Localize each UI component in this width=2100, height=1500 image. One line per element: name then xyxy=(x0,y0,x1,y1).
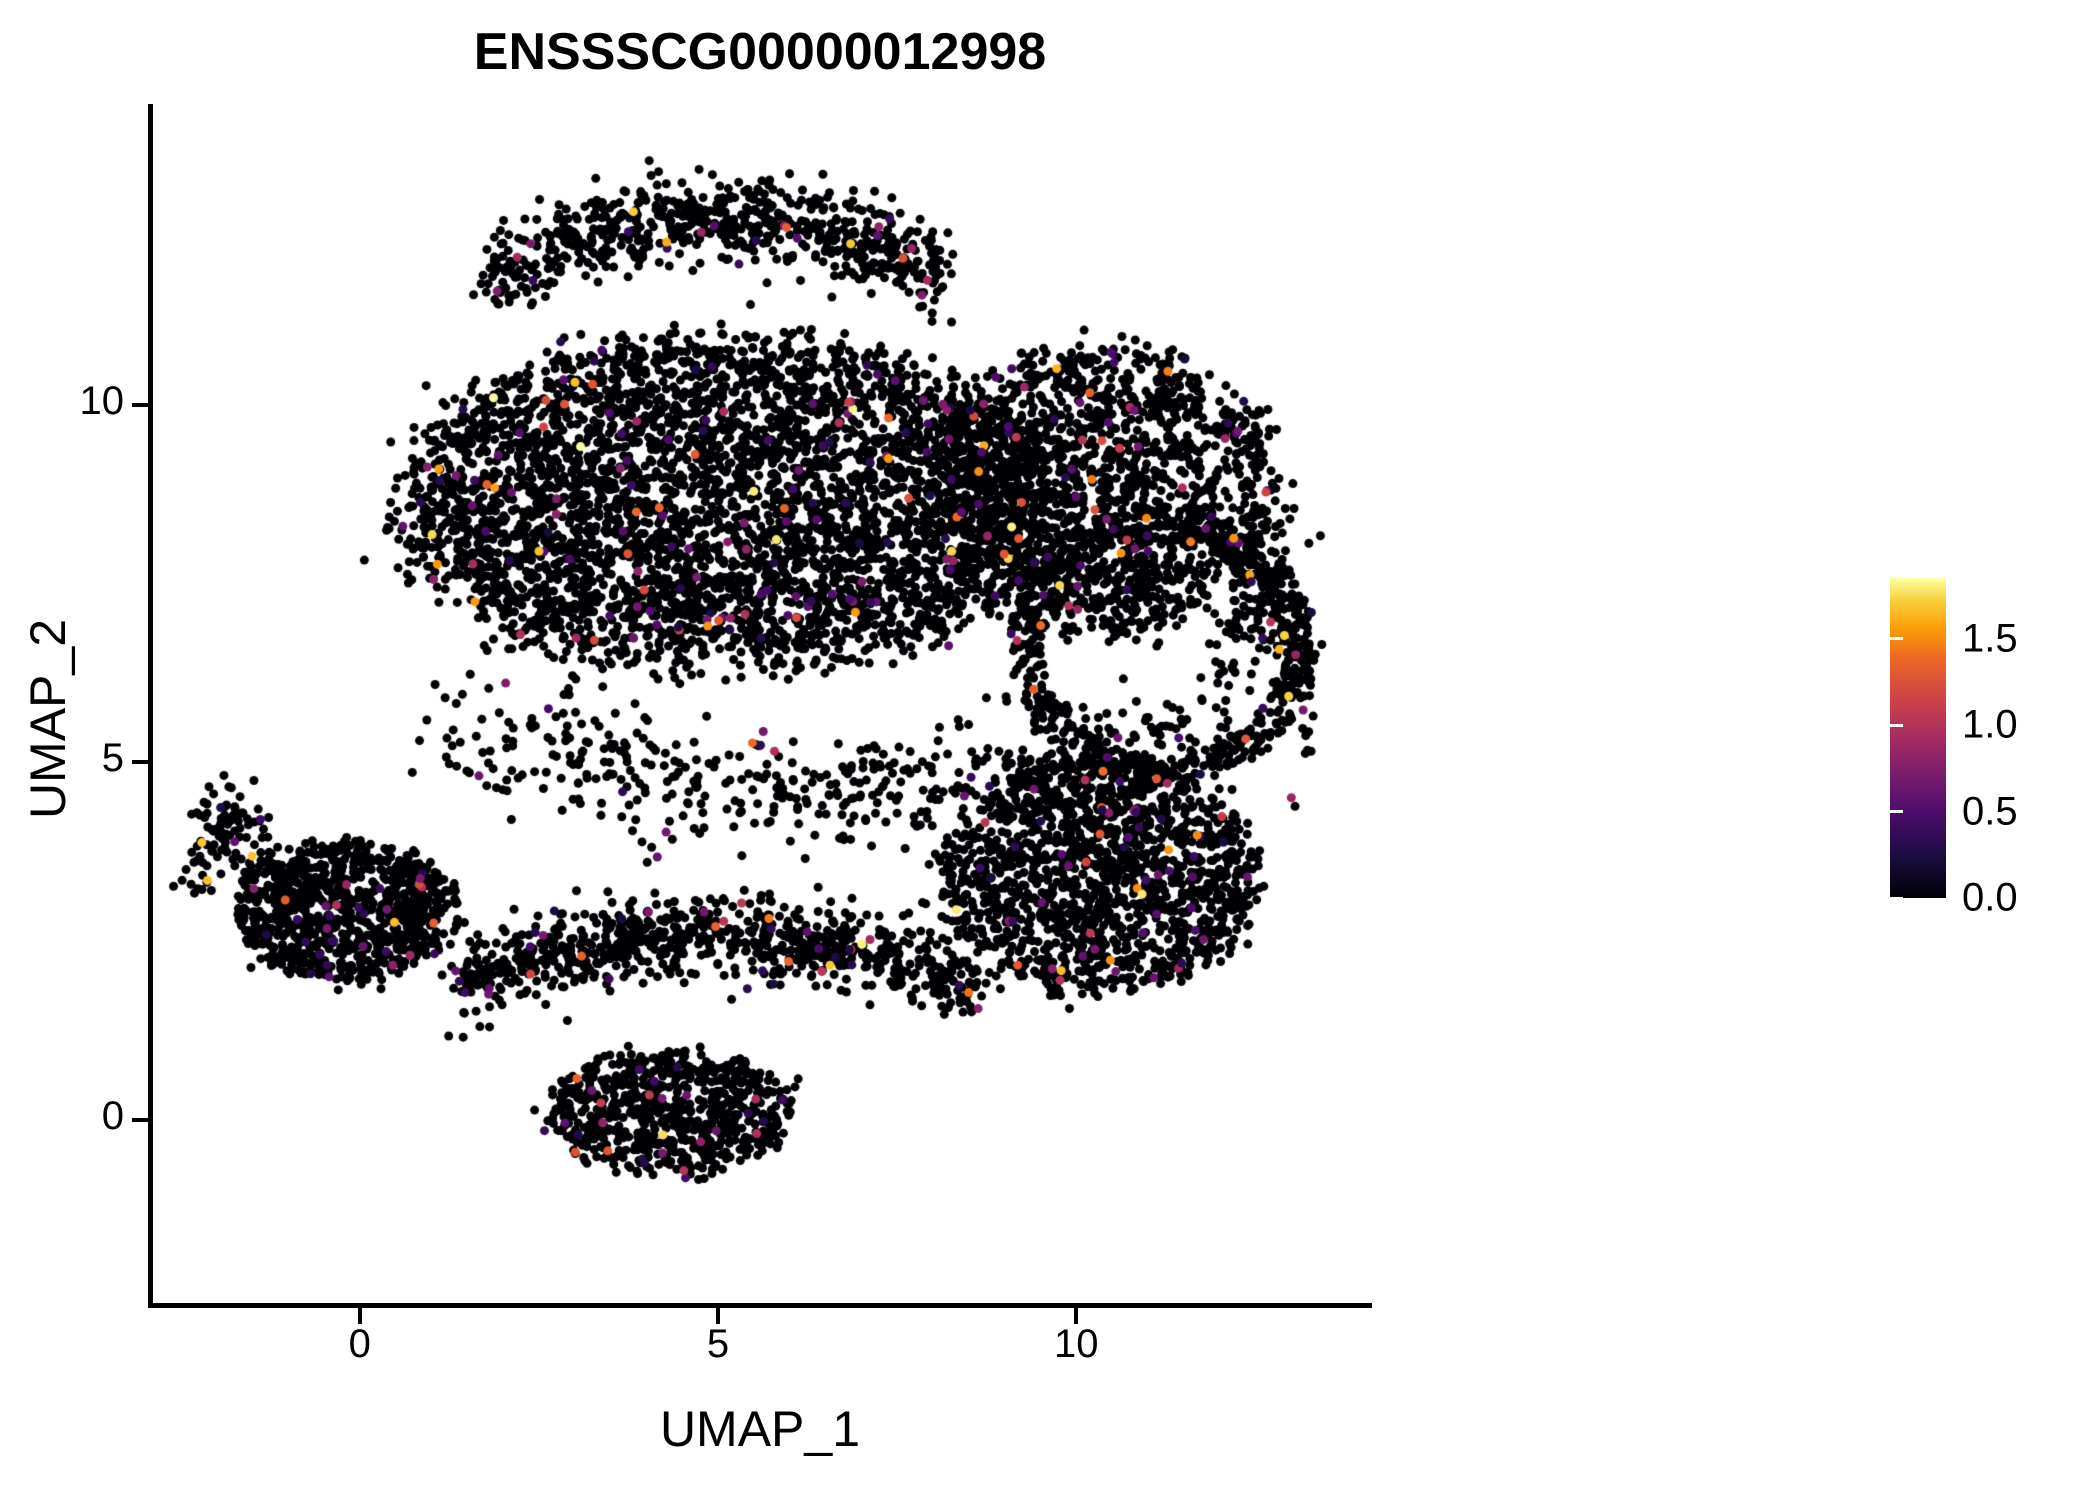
umap-scatter-points xyxy=(152,104,1370,1306)
y-tick-mark xyxy=(132,402,148,407)
x-axis-line xyxy=(148,1303,1372,1308)
colorbar-tick-mark xyxy=(1890,637,1903,641)
colorbar-tick-label: 1.5 xyxy=(1962,616,2018,661)
x-tick-label: 0 xyxy=(348,1322,371,1366)
color-legend: 0.0 0.5 1.0 1.5 xyxy=(1890,578,2080,920)
x-axis-title: UMAP_1 xyxy=(659,1401,861,1457)
y-tick-mark xyxy=(132,760,148,765)
colorbar-tick-mark xyxy=(2067,896,2080,900)
scatter-plot-panel xyxy=(152,104,1370,1306)
y-tick-mark xyxy=(132,1117,148,1122)
colorbar-tick-label: 1.0 xyxy=(1962,702,2018,747)
colorbar-tick-mark xyxy=(2067,810,2080,813)
x-tick-mark xyxy=(1074,1308,1079,1324)
x-tick-label: 10 xyxy=(1053,1322,1099,1366)
colorbar-tick-mark xyxy=(1890,896,1903,900)
colorbar-gradient xyxy=(1890,578,1946,898)
colorbar-tick-mark xyxy=(2067,637,2080,641)
page-title: ENSSSCG00000012998 xyxy=(473,23,1047,81)
y-axis-line xyxy=(148,104,153,1308)
y-tick-label: 0 xyxy=(101,1093,124,1138)
colorbar-tick-mark xyxy=(1890,810,1903,813)
colorbar-tick-label: 0.0 xyxy=(1962,875,2018,920)
colorbar-tick-mark xyxy=(1890,723,1903,727)
x-tick-mark xyxy=(716,1308,720,1324)
y-axis-title: UMAP_2 xyxy=(20,618,76,820)
colorbar-tick-label: 0.5 xyxy=(1962,789,2018,833)
y-tick-label: 5 xyxy=(101,736,124,781)
colorbar-tick-mark xyxy=(2067,723,2080,727)
x-tick-mark xyxy=(357,1308,362,1324)
y-tick-label: 10 xyxy=(79,378,125,423)
x-tick-label: 5 xyxy=(706,1322,730,1366)
